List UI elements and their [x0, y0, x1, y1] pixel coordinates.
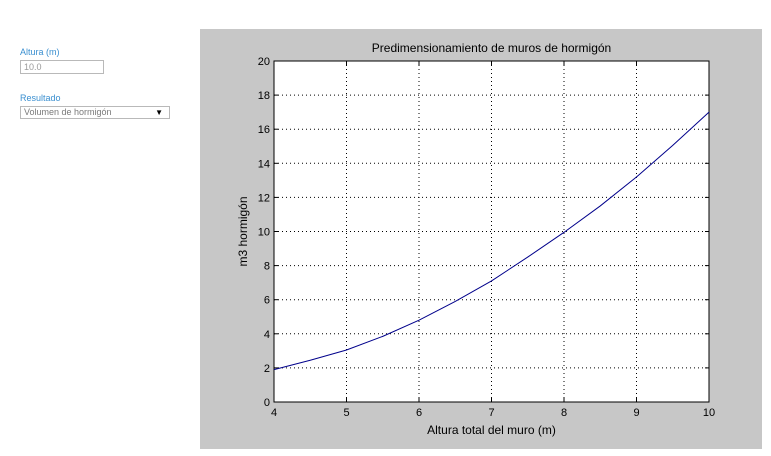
chart-title: Predimensionamiento de muros de hormigón — [372, 41, 611, 55]
y-tick-label: 0 — [264, 397, 270, 409]
resultado-selected-value: Volumen de hormigón — [24, 107, 112, 117]
y-axis-label: m3 hormigón — [236, 196, 250, 266]
chevron-down-icon[interactable]: ▼ — [155, 108, 163, 117]
x-tick-label: 8 — [561, 407, 567, 419]
y-tick-label: 4 — [264, 329, 270, 341]
x-tick-label: 9 — [633, 407, 639, 419]
x-tick-label: 5 — [343, 407, 349, 419]
plot-panel: 4 5 6 7 8 9 10 0 2 4 6 8 10 12 14 16 18 20 Predimensionami… — [200, 29, 762, 449]
y-tick-label: 16 — [258, 124, 270, 136]
x-axis-label: Altura total del muro (m) — [427, 423, 556, 437]
y-tick-label: 18 — [258, 90, 270, 102]
altura-input[interactable]: 10.0 — [20, 60, 104, 74]
altura-label: Altura (m) — [20, 47, 60, 57]
y-tick-label: 10 — [258, 227, 270, 239]
y-tick-label: 6 — [264, 295, 270, 307]
y-tick-label: 12 — [258, 192, 270, 204]
x-tick-label: 4 — [271, 407, 277, 419]
line-chart: 4 5 6 7 8 9 10 0 2 4 6 8 10 12 14 16 18 20 Predimensionami… — [236, 41, 715, 437]
data-series-line — [273, 111, 710, 371]
y-tick-label: 2 — [264, 363, 270, 375]
x-tick-label: 10 — [703, 407, 715, 419]
y-tick-label: 14 — [258, 158, 270, 170]
y-tick-label: 20 — [258, 56, 270, 68]
x-tick-label: 6 — [416, 407, 422, 419]
plot-area — [274, 61, 709, 402]
x-tick-label: 7 — [488, 407, 494, 419]
resultado-select[interactable]: Volumen de hormigón ▼ — [20, 106, 170, 119]
resultado-label: Resultado — [20, 93, 61, 103]
y-tick-label: 8 — [264, 261, 270, 273]
